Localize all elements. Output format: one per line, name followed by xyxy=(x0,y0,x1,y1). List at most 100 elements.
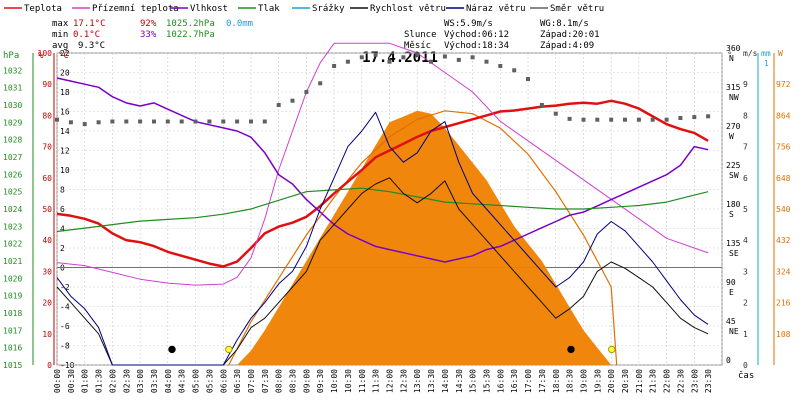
time-tick-label: 16:00 xyxy=(496,369,505,393)
time-tick-label: 08:30 xyxy=(289,369,298,393)
axis-title-rain: mm xyxy=(761,49,771,58)
wind-direction-point xyxy=(68,120,73,125)
wind-direction-point xyxy=(512,68,517,73)
tick-label-solar: 972 xyxy=(776,80,791,89)
time-tick-label: 20:30 xyxy=(621,369,630,393)
legend-item: Náraz větru xyxy=(466,4,526,14)
tick-label-hpa: 1030 xyxy=(3,101,22,110)
wind-direction-point xyxy=(456,57,461,62)
tick-label-hpa: 1027 xyxy=(3,153,22,162)
time-tick-label: 10:00 xyxy=(330,369,339,393)
wind-direction-point xyxy=(706,114,711,119)
time-tick-label: 12:00 xyxy=(386,369,395,393)
time-tick-label: 00:30 xyxy=(67,369,76,393)
stat-value: 0.1°C xyxy=(73,30,100,40)
tick-label-hpa: 1021 xyxy=(3,257,22,266)
tick-label-compass: NW xyxy=(729,93,739,102)
legend-item: Vlhkost xyxy=(190,4,228,14)
time-tick-label: 22:00 xyxy=(663,369,672,393)
time-tick-label: 03:30 xyxy=(150,369,159,393)
wind-direction-point xyxy=(110,119,115,124)
stat-value: avg xyxy=(52,41,68,51)
stat-value: Západ:4:09 xyxy=(540,41,594,51)
series-p-zemn-teplota xyxy=(56,42,709,286)
wind-direction-point xyxy=(609,117,614,122)
time-tick-label: 18:30 xyxy=(566,369,575,393)
wind-direction-point xyxy=(221,119,226,124)
tick-label-hpa: 1020 xyxy=(3,274,22,283)
tick-label-solar: 216 xyxy=(776,299,791,308)
time-tick-label: 15:30 xyxy=(482,369,491,393)
tick-label-hpa: 1032 xyxy=(3,66,22,75)
tick-label-wind: 4 xyxy=(743,236,748,245)
wind-direction-point xyxy=(345,59,350,64)
wind-direction-point xyxy=(636,117,641,122)
time-tick-label: 11:00 xyxy=(358,369,367,393)
tick-label-temp: 6 xyxy=(60,205,65,214)
legend-item: Srážky xyxy=(312,4,345,14)
time-tick-label: 23:00 xyxy=(690,369,699,393)
tick-label-hpa: 1019 xyxy=(3,292,22,301)
time-tick-label: 13:00 xyxy=(413,369,422,393)
tick-label-wind: 0 xyxy=(743,361,748,370)
wind-direction-point xyxy=(429,59,434,64)
wind-direction-point xyxy=(692,115,697,120)
tick-label-compass: N xyxy=(729,54,734,63)
series-vlhkost xyxy=(56,77,709,263)
wind-direction-point xyxy=(207,119,212,124)
time-tick-label: 04:00 xyxy=(164,369,173,393)
wind-direction-point xyxy=(539,103,544,107)
wind-direction-point xyxy=(401,55,406,60)
tick-label-direction: 225 xyxy=(726,161,741,170)
legend-item: Tlak xyxy=(258,4,280,14)
tick-label-temp: 4 xyxy=(60,225,65,234)
plot-area xyxy=(55,42,723,366)
time-tick-label: 21:30 xyxy=(649,369,658,393)
solar-area xyxy=(237,110,612,365)
tick-label-wind: 3 xyxy=(743,267,748,276)
tick-label-wind: 2 xyxy=(743,299,748,308)
chart-title: 17.4.2011 xyxy=(362,50,438,66)
time-axis: 00:00 00:30 01:00 01:30 02:00 02:30 03:00 03:30… xyxy=(53,369,713,393)
tick-label-pct: 80 xyxy=(42,111,52,120)
moon-set-marker xyxy=(168,345,176,354)
tick-label-hpa: 1031 xyxy=(3,84,22,93)
wind-direction-point xyxy=(124,119,129,124)
tick-label-hpa: 1029 xyxy=(3,118,22,127)
time-tick-label: 05:30 xyxy=(205,369,214,393)
wind-direction-point xyxy=(332,64,337,68)
time-tick-label: 16:30 xyxy=(510,369,519,393)
series-n-raz-v-tru xyxy=(56,111,709,366)
tick-label-solar: 540 xyxy=(776,205,791,214)
tick-label-compass: E xyxy=(729,288,734,297)
time-tick-label: 07:00 xyxy=(247,369,256,393)
time-tick-label: 04:30 xyxy=(178,369,187,393)
time-tick-label: 06:00 xyxy=(219,369,228,393)
axis-title-temp: °C xyxy=(58,51,69,61)
stat-value: 33% xyxy=(140,30,157,40)
wind-direction-point xyxy=(415,52,420,57)
wind-direction-point xyxy=(526,77,530,81)
time-tick-label: 22:30 xyxy=(676,369,685,393)
wind-direction-point xyxy=(318,81,323,86)
tick-label-temp: 8 xyxy=(60,186,65,195)
time-tick-label: 23:30 xyxy=(704,369,713,393)
stat-value: Měsíc xyxy=(404,41,431,51)
time-tick-label: 03:00 xyxy=(136,369,145,393)
stat-value: WG:8.1m/s xyxy=(540,19,589,29)
stat-value: min xyxy=(52,30,68,40)
legend-item: Teplota xyxy=(24,4,62,14)
tick-label-pct: 40 xyxy=(42,236,52,245)
tick-label-hpa: 1025 xyxy=(3,188,22,197)
tick-label-direction: 45 xyxy=(726,317,736,326)
tick-label-temp: 18 xyxy=(60,88,70,97)
legend-item: Přízemní teplota xyxy=(92,4,179,14)
solar-max-line xyxy=(228,110,618,366)
stat-value: 0.0mm xyxy=(226,19,253,29)
wind-direction-point xyxy=(442,54,447,59)
time-tick-label: 13:30 xyxy=(427,369,436,393)
right-axes: ° m/s mm1W045NE90E135SE180S225SW270W315NW3… xyxy=(726,44,791,370)
wind-direction-point xyxy=(138,119,143,124)
wind-direction-point xyxy=(55,117,59,122)
